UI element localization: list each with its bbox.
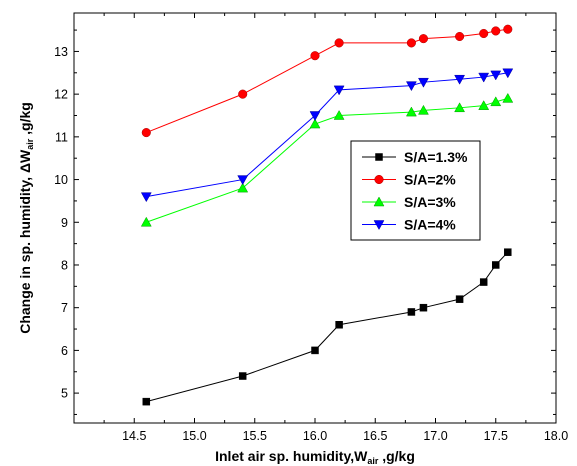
legend-label: S/A=1.3% bbox=[404, 149, 468, 165]
x-axis: 14.5 15.0 15.5 16.0 16.5 17.0 17.5 18.0 bbox=[103, 13, 568, 443]
legend-label: S/A=3% bbox=[404, 194, 456, 210]
data-point bbox=[478, 72, 490, 83]
data-point bbox=[309, 118, 321, 129]
x-tick-label: 15.5 bbox=[243, 429, 267, 443]
series-S/A=1.3% bbox=[142, 248, 512, 406]
series-line bbox=[146, 251, 509, 403]
data-point bbox=[455, 295, 464, 303]
data-point bbox=[333, 85, 345, 96]
data-point bbox=[479, 28, 489, 39]
data-point bbox=[238, 89, 248, 99]
data-point bbox=[454, 74, 466, 85]
data-point bbox=[418, 77, 429, 88]
data-point bbox=[407, 308, 416, 316]
series-layer bbox=[140, 24, 514, 406]
y-tick-label: 10 bbox=[54, 173, 68, 187]
data-point bbox=[491, 26, 501, 36]
data-point bbox=[335, 321, 343, 329]
data-point bbox=[490, 96, 502, 107]
data-point bbox=[454, 102, 466, 113]
legend-item: S/A=4% bbox=[362, 217, 456, 233]
legend-marker bbox=[373, 220, 385, 231]
y-tick-label: 13 bbox=[54, 45, 68, 59]
y-tick-label: 5 bbox=[61, 387, 68, 401]
data-point bbox=[238, 372, 247, 380]
data-point bbox=[405, 81, 417, 92]
legend-item: S/A=1.3% bbox=[362, 149, 468, 165]
series-line bbox=[146, 97, 508, 223]
data-point bbox=[478, 100, 490, 110]
data-point bbox=[140, 192, 152, 203]
series-line bbox=[146, 72, 508, 198]
legend-marker bbox=[373, 196, 385, 207]
legend-label: S/A=2% bbox=[404, 172, 456, 188]
data-point bbox=[405, 106, 417, 117]
y-axis-title: Change in sp. humidity, ΔWair ,g/kg bbox=[17, 102, 35, 334]
series-S/A=3% bbox=[140, 92, 514, 227]
y-tick-label: 8 bbox=[61, 258, 68, 272]
legend-marker bbox=[374, 174, 384, 185]
x-tick-label: 18.0 bbox=[544, 429, 568, 443]
data-point bbox=[502, 68, 514, 79]
data-point bbox=[455, 31, 465, 42]
x-tick-label: 15.0 bbox=[182, 429, 206, 443]
data-point bbox=[309, 111, 321, 122]
data-point bbox=[142, 397, 151, 406]
data-point bbox=[492, 261, 500, 269]
data-point bbox=[333, 109, 345, 120]
y-tick-label: 12 bbox=[54, 88, 68, 102]
y-axis: 5 6 7 8 9 10 11 12 13 bbox=[54, 29, 556, 415]
legend-marker bbox=[375, 153, 383, 161]
series-S/A=4% bbox=[140, 68, 514, 203]
data-point bbox=[140, 216, 152, 227]
y-tick-label: 7 bbox=[61, 301, 68, 315]
x-tick-label: 17.0 bbox=[423, 429, 447, 443]
x-tick-label: 16.0 bbox=[303, 429, 327, 443]
data-point bbox=[418, 104, 429, 115]
series-S/A=2% bbox=[141, 24, 513, 138]
data-point bbox=[502, 92, 514, 103]
legend-item: S/A=3% bbox=[362, 194, 456, 210]
y-tick-label: 6 bbox=[61, 344, 68, 358]
data-point bbox=[237, 175, 249, 186]
x-tick-label: 14.5 bbox=[122, 429, 146, 443]
x-tick-label: 16.5 bbox=[363, 429, 387, 443]
data-point bbox=[311, 346, 319, 355]
legend-item: S/A=2% bbox=[362, 172, 456, 188]
data-point bbox=[237, 182, 249, 193]
legend-label: S/A=4% bbox=[404, 217, 456, 233]
data-point bbox=[418, 34, 429, 44]
data-point bbox=[504, 248, 512, 256]
y-tick-label: 11 bbox=[55, 130, 68, 144]
data-point bbox=[490, 70, 502, 81]
data-point bbox=[310, 51, 320, 61]
legend: S/A=1.3% S/A=2% S/A=3% S/A=4% bbox=[350, 140, 481, 241]
data-point bbox=[141, 128, 151, 138]
data-point bbox=[503, 24, 513, 34]
y-tick-label: 9 bbox=[61, 216, 68, 230]
data-point bbox=[334, 38, 344, 48]
data-point bbox=[419, 303, 428, 312]
x-tick-label: 17.5 bbox=[484, 429, 508, 443]
series-line bbox=[146, 28, 508, 134]
data-point bbox=[479, 278, 488, 286]
data-point bbox=[406, 38, 416, 48]
x-axis-title: Inlet air sp. humidity,Wair ,g/kg bbox=[215, 448, 415, 466]
